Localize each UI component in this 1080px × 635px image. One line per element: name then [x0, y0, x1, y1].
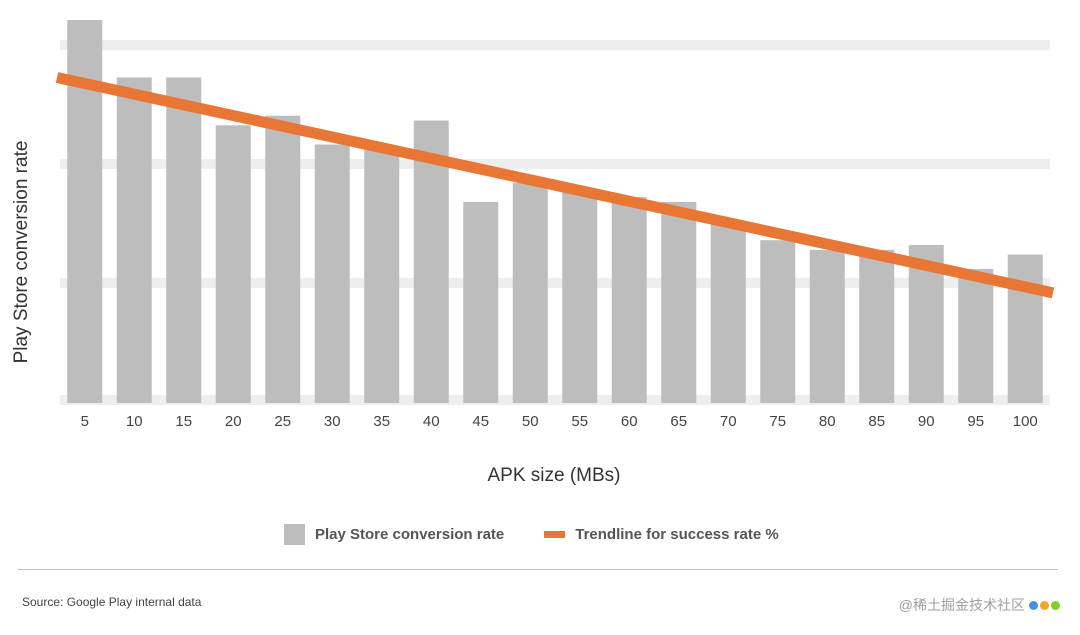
x-tick-label: 85: [868, 413, 885, 430]
x-tick-label: 60: [621, 413, 638, 430]
bar-65[interactable]: [661, 201, 697, 403]
x-tick-label: 65: [670, 413, 687, 430]
chart: 5 10 15 20 25 30 35 40 45 50 55 60 65 70 75 80 85 90 95 100…: [11, 20, 1055, 486]
legend-label-bars: Play Store conversion rate: [315, 526, 505, 543]
gridline: [60, 395, 1050, 405]
bar-45[interactable]: [463, 201, 499, 403]
watermark: @稀土掘金技术社区: [899, 595, 1060, 615]
gridline: [60, 159, 1050, 169]
trendline[interactable]: [55, 72, 1055, 299]
trendline-series: [55, 72, 1055, 299]
bar-15[interactable]: [166, 77, 202, 403]
bar-80[interactable]: [809, 249, 845, 403]
bar-25[interactable]: [265, 115, 301, 403]
x-tick-label: 15: [175, 413, 192, 430]
x-tick-label: 20: [225, 413, 242, 430]
x-tick-label: 90: [918, 413, 935, 430]
legend-swatch-trendline: [544, 531, 566, 538]
x-tick-label: 50: [522, 413, 539, 430]
legend-swatch-bar: [284, 524, 305, 545]
bar-series: [67, 20, 1043, 403]
watermark-logo-icon: [1029, 600, 1060, 610]
bar-75[interactable]: [760, 240, 796, 403]
x-tick-label: 5: [81, 413, 89, 430]
bar-85[interactable]: [859, 249, 895, 403]
x-tick-label: 80: [819, 413, 836, 430]
x-axis-ticks: 5 10 15 20 25 30 35 40 45 50 55 60 65 70 75 80 85 90 95 100: [81, 413, 1038, 430]
y-axis-label: Play Store conversion rate: [11, 141, 32, 364]
bar-40[interactable]: [413, 120, 449, 403]
source-note: Source: Google Play internal data: [22, 595, 202, 609]
gridline: [60, 278, 1050, 288]
gridlines: [60, 40, 1050, 405]
x-tick-label: 95: [967, 413, 984, 430]
x-tick-label: 100: [1013, 413, 1038, 430]
bar-70[interactable]: [710, 221, 746, 403]
x-tick-label: 45: [472, 413, 489, 430]
x-tick-label: 55: [571, 413, 588, 430]
legend-item-trendline[interactable]: Trendline for success rate %: [544, 526, 779, 543]
bar-50[interactable]: [512, 182, 548, 403]
x-tick-label: 10: [126, 413, 143, 430]
bar-10[interactable]: [116, 77, 152, 403]
bar-35[interactable]: [364, 149, 400, 403]
x-tick-label: 30: [324, 413, 341, 430]
legend-label-trendline: Trendline for success rate %: [575, 526, 779, 543]
x-tick-label: 70: [720, 413, 737, 430]
x-tick-label: 35: [373, 413, 390, 430]
footer-divider: [18, 569, 1058, 570]
x-axis-label: APK size (MBs): [487, 465, 620, 486]
bar-20[interactable]: [215, 125, 251, 403]
x-tick-label: 25: [274, 413, 291, 430]
bar-100[interactable]: [1007, 254, 1043, 403]
x-tick-label: 75: [769, 413, 786, 430]
watermark-text: @稀土掘金技术社区: [898, 597, 1025, 613]
bar-30[interactable]: [314, 144, 350, 403]
x-tick-label: 40: [423, 413, 440, 430]
bar-95[interactable]: [958, 268, 994, 403]
bar-60[interactable]: [611, 197, 647, 403]
bar-55[interactable]: [562, 192, 598, 403]
legend: Play Store conversion rate Trendline for…: [284, 524, 779, 545]
gridline: [60, 40, 1050, 50]
legend-item-bars[interactable]: Play Store conversion rate: [284, 524, 504, 545]
